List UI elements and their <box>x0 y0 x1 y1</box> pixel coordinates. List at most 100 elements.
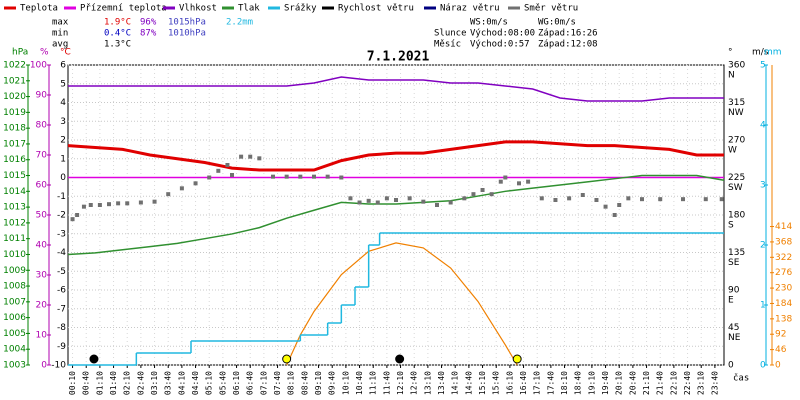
direction-point <box>658 197 663 202</box>
y-tick-label: 2 <box>60 136 66 146</box>
y-tick-label: 10 <box>36 331 48 341</box>
y-tick-label: -6 <box>57 286 66 296</box>
y-tick-label: 1003 <box>3 361 26 371</box>
y-tick-label: 80 <box>36 121 48 131</box>
x-tick-label: 05:10 <box>205 371 214 395</box>
legend-label: Srážky <box>284 4 317 14</box>
y-tick-label: 1018 <box>3 124 26 134</box>
y-tick-label: 1021 <box>3 76 26 86</box>
legend-label: Teplota <box>20 4 58 14</box>
x-tick-label: 11:40 <box>382 371 391 395</box>
y-tick-label: 1022 <box>3 61 26 71</box>
direction-point <box>152 199 157 204</box>
direction-label: NW <box>728 108 744 118</box>
x-tick-label: 04:40 <box>191 371 200 395</box>
direction-point <box>248 154 253 159</box>
x-tick-label: 17:40 <box>546 371 555 395</box>
y-tick-label: 46 <box>775 345 787 355</box>
stat-temp: 0.4°C <box>104 29 131 39</box>
x-tick-label: 09:40 <box>328 371 337 395</box>
direction-point <box>603 204 608 209</box>
axis-title: °C <box>60 48 71 58</box>
direction-point <box>225 163 230 167</box>
solar-line <box>286 242 518 366</box>
y-tick-label: 30 <box>36 271 48 281</box>
y-tick-label: 230 <box>775 284 792 294</box>
y-tick-label: 20 <box>36 301 48 311</box>
y-tick-label: 60 <box>36 181 48 191</box>
x-tick-label: 12:40 <box>410 371 419 395</box>
direction-point <box>580 193 585 197</box>
astro-text: Slunce <box>434 29 467 39</box>
x-tick-label: 22:10 <box>669 371 678 395</box>
sun-marker <box>512 354 522 364</box>
direction-point <box>107 202 111 207</box>
axis-title: % <box>40 48 49 58</box>
y-tick-label: 45 <box>728 323 739 333</box>
y-tick-label: -9 <box>57 342 66 352</box>
y-tick-label: -8 <box>57 323 66 333</box>
x-tick-label: 19:40 <box>601 371 610 395</box>
y-tick-label: 70 <box>36 151 48 161</box>
y-tick-label: 40 <box>36 241 48 251</box>
y-tick-label: 90 <box>728 286 740 296</box>
x-tick-label: 06:40 <box>246 371 255 395</box>
stat-pressure: 1015hPa <box>168 18 206 28</box>
legend-label: Směr větru <box>524 4 578 14</box>
direction-point <box>271 174 275 179</box>
direction-point <box>207 175 212 180</box>
x-tick-label: 15:10 <box>478 371 487 395</box>
x-tick-label: 13:40 <box>437 371 446 395</box>
direction-point <box>594 198 599 202</box>
x-tick-label: 02:10 <box>123 371 132 395</box>
x-tick-label: 10:10 <box>341 371 350 395</box>
direction-point <box>70 217 75 222</box>
y-tick-label: 1013 <box>3 203 26 213</box>
y-tick-label: 4 <box>60 98 66 108</box>
direction-point <box>435 203 439 207</box>
stat-pressure: 1010hPa <box>168 29 206 39</box>
direction-point <box>567 196 572 201</box>
legend-label: Přízemní teplota <box>80 4 167 14</box>
legend-label: Rychlost větru <box>338 4 414 14</box>
astro-text: Východ:08:00 <box>470 29 535 39</box>
x-tick-label: 11:10 <box>369 371 378 395</box>
y-tick-label: 315 <box>728 98 745 108</box>
series-line <box>68 76 724 102</box>
y-tick-label: -4 <box>57 248 66 258</box>
y-tick-label: 1012 <box>3 218 26 228</box>
y-tick-label: 1006 <box>3 313 26 323</box>
astro-text: Měsíc <box>434 40 461 50</box>
x-tick-label: 22:40 <box>683 371 692 395</box>
x-tick-label: 19:10 <box>587 371 596 395</box>
x-tick-label: 23:10 <box>697 371 706 395</box>
direction-point <box>366 198 371 203</box>
direction-point <box>179 186 184 191</box>
stat-label: max <box>52 18 69 28</box>
y-tick-label: 1 <box>760 301 766 311</box>
direction-label: SW <box>728 183 743 193</box>
x-tick-label: 08:10 <box>287 371 296 395</box>
direction-point <box>284 174 289 179</box>
y-tick-label: 100 <box>30 61 47 71</box>
astro-text: WS:0m/s <box>470 18 508 28</box>
y-tick-label: 1019 <box>3 108 26 118</box>
x-tick-label: 04:10 <box>177 371 186 395</box>
x-tick-label: 15:40 <box>492 371 501 395</box>
direction-point <box>407 196 412 201</box>
direction-point <box>193 181 198 186</box>
y-tick-label: 1010 <box>3 250 26 260</box>
direction-point <box>681 197 685 202</box>
x-tick-label: 08:40 <box>300 371 309 395</box>
y-tick-label: 0 <box>728 361 734 371</box>
stat-label: min <box>52 29 68 39</box>
y-tick-label: 1 <box>60 154 66 164</box>
stat-rain: 2.2mm <box>226 18 253 28</box>
direction-point <box>216 168 221 173</box>
y-tick-label: 3 <box>760 181 766 191</box>
x-tick-label: 16:10 <box>505 371 514 395</box>
series-line <box>67 174 725 256</box>
direction-point <box>640 197 644 202</box>
y-tick-label: 184 <box>775 299 792 309</box>
x-tick-label: 00:10 <box>68 371 77 395</box>
